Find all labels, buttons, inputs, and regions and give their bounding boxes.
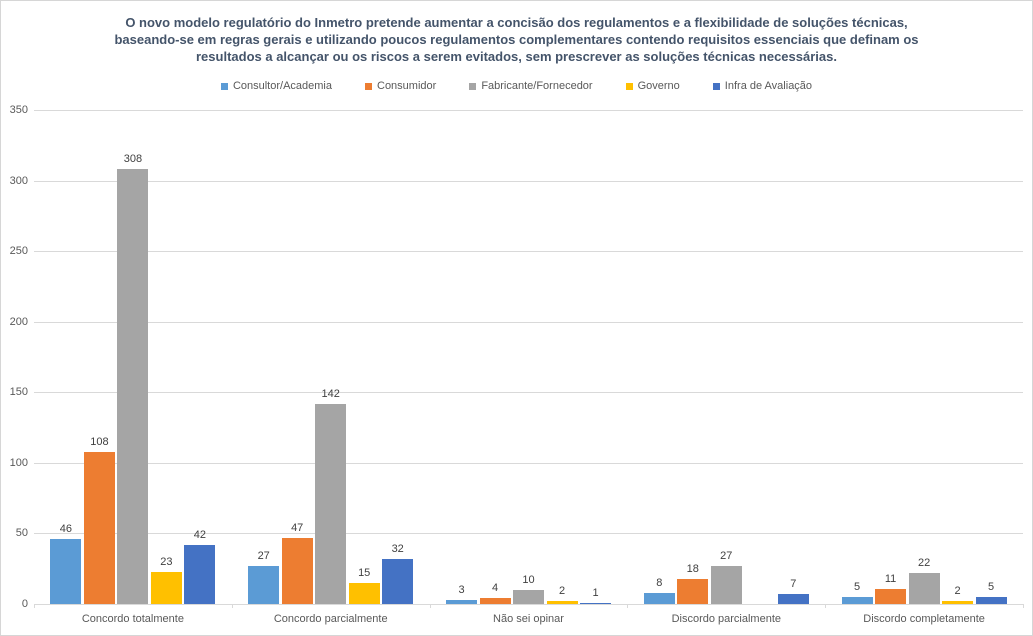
- bar: [382, 558, 414, 604]
- legend-item-label: Infra de Avaliação: [724, 80, 813, 92]
- x-axis-line: [34, 604, 1023, 605]
- bar-value-label: 3: [458, 583, 465, 596]
- y-axis-tick-label: 150: [9, 386, 28, 399]
- x-axis-tick: [627, 604, 629, 608]
- bar-value-label: 108: [90, 435, 109, 448]
- x-axis-tick: [429, 604, 431, 608]
- bar: [83, 451, 115, 604]
- x-axis-tick: [34, 604, 35, 608]
- chart-title-line: baseando-se em regras gerais e utilizand…: [114, 32, 919, 47]
- bar-value-label: 46: [59, 523, 73, 536]
- bar: [446, 599, 477, 604]
- bar-value-label: 10: [522, 573, 535, 586]
- legend-color-swatch: [469, 82, 477, 90]
- bar: [643, 592, 675, 604]
- gridline: [34, 180, 1023, 182]
- bar: [513, 589, 544, 604]
- y-axis-tick-label: 300: [9, 174, 28, 187]
- bar: [315, 403, 347, 604]
- gridline: [34, 462, 1023, 464]
- bar-value-label: 5: [854, 580, 861, 593]
- bar: [479, 598, 511, 604]
- bar-value-label: 15: [358, 566, 371, 579]
- gridline: [34, 392, 1023, 394]
- bar-value-label: 8: [656, 576, 663, 589]
- legend-item-label: Fabricante/Fornecedor: [481, 80, 593, 92]
- y-axis-tick-label: 50: [15, 527, 28, 540]
- bar: [710, 565, 742, 604]
- bar-value-label: 27: [720, 549, 733, 562]
- x-axis-tick: [231, 604, 233, 608]
- bar-value-label: 27: [257, 549, 270, 562]
- bar: [777, 594, 809, 604]
- legend-item: Infra de Avaliação: [712, 80, 813, 92]
- bar: [677, 578, 709, 604]
- bar-value-label: 2: [954, 585, 961, 598]
- x-axis-category-label: Discordo parcialmente: [671, 613, 781, 625]
- legend-color-swatch: [625, 82, 633, 90]
- y-axis-tick-label: 200: [9, 315, 28, 328]
- x-axis-category-label: Concordo totalmente: [81, 613, 184, 625]
- bar: [546, 601, 578, 604]
- legend-item-label: Consultor/Academia: [232, 80, 332, 92]
- y-axis-tick-label: 250: [9, 245, 28, 258]
- bar: [942, 601, 974, 604]
- legend-color-swatch: [220, 82, 228, 90]
- bar-value-label: 42: [193, 528, 207, 541]
- bar-value-label: 2: [558, 585, 566, 598]
- bar: [50, 539, 82, 604]
- legend-item: Governo: [625, 80, 680, 92]
- bar: [117, 169, 149, 604]
- bar-value-label: 11: [884, 572, 897, 585]
- bar: [281, 537, 313, 604]
- bar: [248, 565, 280, 604]
- bar-value-label: 142: [321, 387, 340, 400]
- legend-item-label: Consumidor: [377, 80, 437, 92]
- bar: [841, 596, 873, 604]
- bar: [348, 582, 380, 604]
- bar: [875, 588, 907, 604]
- gridline: [34, 533, 1023, 535]
- y-axis-tick-label: 0: [21, 598, 28, 610]
- legend-item-label: Governo: [637, 80, 680, 92]
- legend-color-swatch: [712, 82, 720, 90]
- bar-value-label: 18: [686, 562, 699, 575]
- chart-title: O novo modelo regulatório do Inmetro pre…: [1, 14, 1032, 65]
- bar: [580, 602, 611, 604]
- chart-title-line: O novo modelo regulatório do Inmetro pre…: [125, 15, 908, 30]
- bar-value-label: 4: [491, 582, 499, 595]
- x-axis-tick: [825, 604, 827, 608]
- bar-value-label: 5: [988, 580, 995, 593]
- gridline: [34, 110, 1023, 111]
- bar: [150, 571, 182, 604]
- x-axis-tick: [1023, 604, 1024, 608]
- legend-item: Consultor/Academia: [220, 80, 332, 92]
- legend-item: Consumidor: [365, 80, 436, 92]
- bar-value-label: 47: [291, 521, 304, 534]
- y-axis-tick-label: 350: [9, 104, 28, 116]
- bar-value-label: 7: [790, 578, 797, 591]
- gridline: [34, 251, 1023, 253]
- bar-value-label: 32: [391, 542, 404, 555]
- bar: [184, 544, 216, 604]
- bar-value-label: 23: [160, 555, 173, 568]
- bar-value-label: 22: [917, 556, 931, 569]
- x-axis-category-label: Concordo parcialmente: [273, 613, 388, 625]
- bar-value-label: 308: [123, 153, 143, 166]
- legend: Consultor/Academia Consumidor Fabricante/F…: [1, 78, 1032, 94]
- gridline: [34, 321, 1023, 323]
- bar: [975, 596, 1007, 604]
- legend-color-swatch: [365, 82, 372, 90]
- bar: [908, 572, 940, 604]
- x-axis-category-label: Discordo completamente: [863, 613, 985, 625]
- chart-title-line: resultados a alcançar ou os riscos a ser…: [196, 49, 837, 64]
- x-axis-category-label: Não sei opinar: [493, 613, 564, 625]
- bar-value-label: 1: [592, 586, 599, 599]
- y-axis-tick-label: 100: [9, 456, 28, 469]
- legend-item: Fabricante/Fornecedor: [469, 80, 593, 92]
